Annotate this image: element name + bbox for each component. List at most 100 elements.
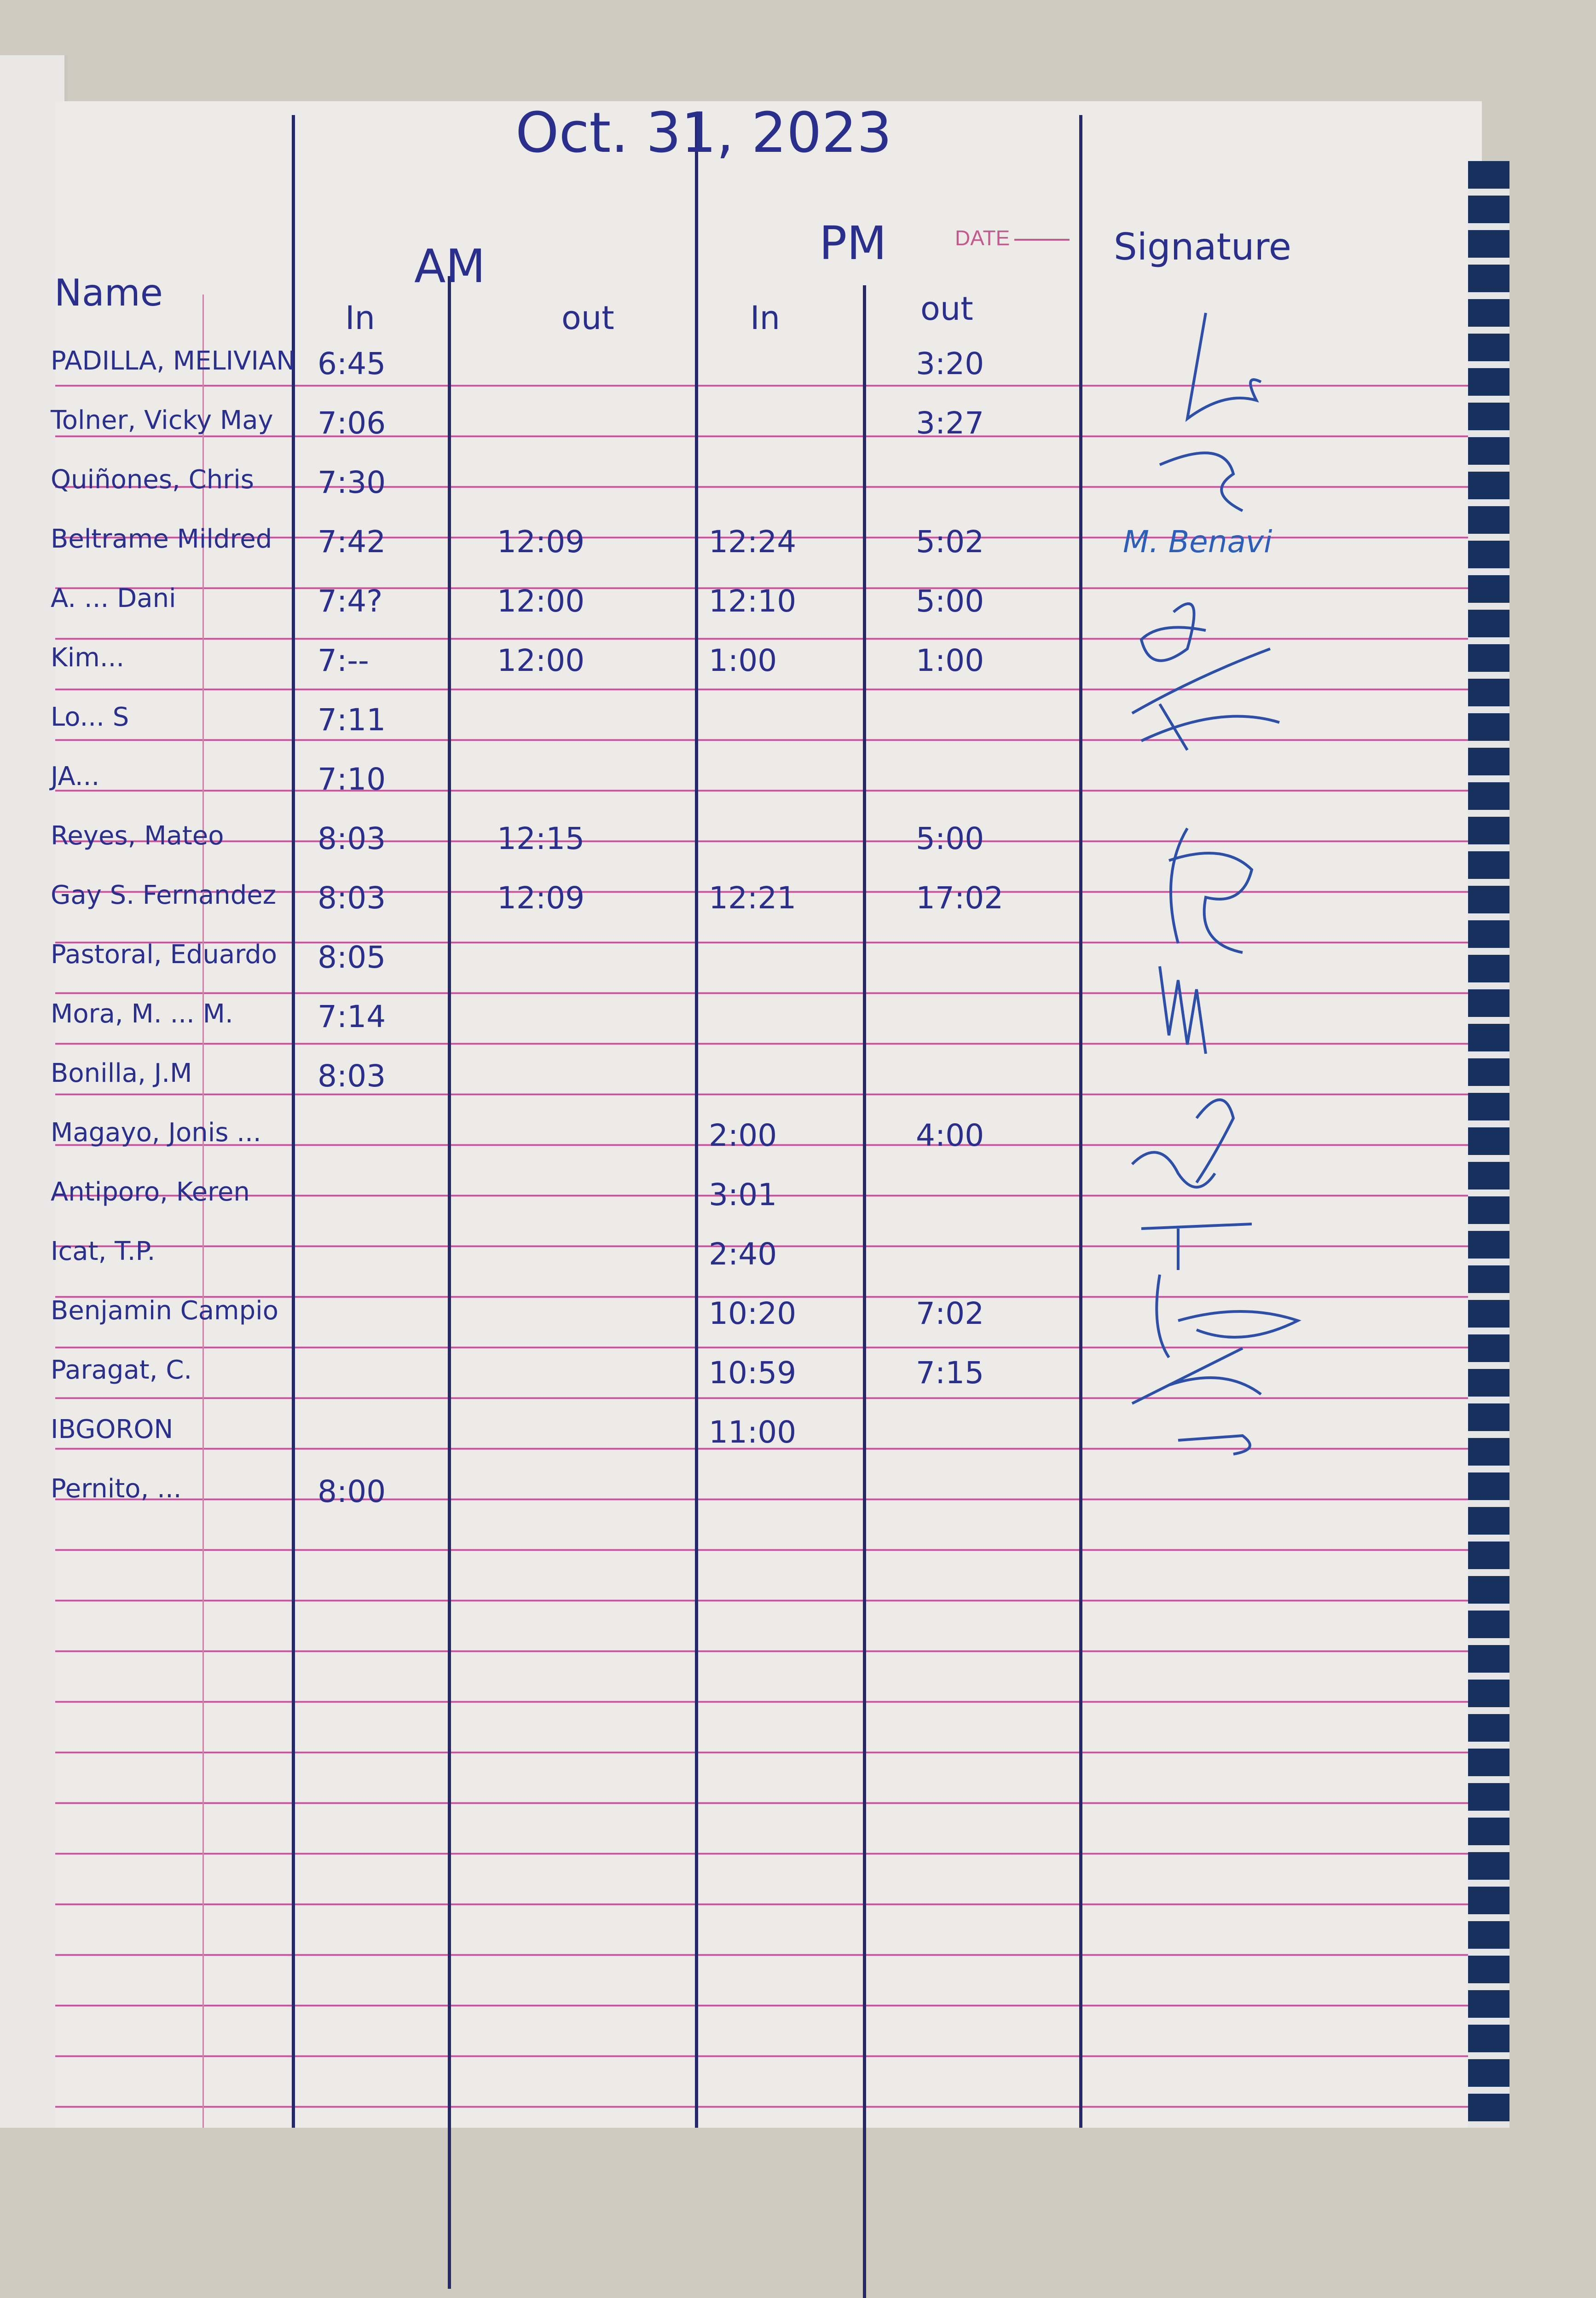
signature-6 [1131,647,1280,751]
pm-out-time: 7:02 [916,1296,984,1331]
signature-9 [1168,827,1254,954]
name-cell: Gay S. Fernandez [51,880,277,910]
table-row: JA... 7:10 [0,762,1473,817]
name-cell: Quiñones, Chris [51,465,254,495]
signature-2 [1159,451,1243,512]
name-cell: Bonilla, J.M [51,1058,192,1088]
table-row: IBGORON 11:00 [0,1415,1473,1470]
am-out-heading: out [561,299,614,337]
pm-out-time: 7:15 [916,1355,984,1391]
table-row: PADILLA, MELIVIAN 6:45 3:20 [0,346,1473,401]
printed-date-label: DATE [955,225,1070,250]
table-row: Benjamin Campio 10:20 7:02 [0,1296,1473,1351]
pm-out-time: 1:00 [916,643,984,678]
column-divider-signature [1079,115,1082,2128]
am-in-time: 6:45 [318,346,386,381]
am-in-time: 7:14 [318,999,386,1034]
signature-4 [1139,602,1206,662]
table-row: Antiporo, Keren 3:01 [0,1177,1473,1232]
pm-in-time: 2:40 [709,1236,777,1272]
name-cell: JA... [51,762,100,791]
am-out-time: 12:09 [497,524,585,560]
column-divider-name [292,115,295,2128]
am-in-time: 8:05 [318,940,386,975]
name-cell: PADILLA, MELIVIAN [51,346,296,376]
signature-text: M. Benavi [1123,524,1272,560]
name-cell: Paragat, C. [51,1355,192,1385]
column-divider-ampm [695,115,698,2128]
pm-in-time: 11:00 [709,1415,797,1450]
table-row: Pastoral, Eduardo 8:05 [0,940,1473,995]
am-out-time: 12:00 [497,643,585,678]
table-row: Quiñones, Chris 7:30 [0,465,1473,520]
column-divider-am [448,276,451,2289]
name-cell: Beltrame Mildred [51,524,272,554]
am-in-time: 7:06 [318,405,386,441]
signature-heading: Signature [1114,225,1291,268]
pm-in-time: 12:21 [709,880,797,916]
name-cell: Kim... [51,643,125,673]
am-in-heading: In [345,299,376,337]
table-row: Mora, M. ... M. 7:14 [0,999,1473,1054]
name-cell: Icat, T.P. [51,1236,156,1266]
name-cell: Benjamin Campio [51,1296,278,1326]
pm-in-time: 2:00 [709,1118,777,1153]
am-in-time: 8:00 [318,1474,386,1509]
table-row: Bonilla, J.M 8:03 [0,1058,1473,1114]
name-cell: Mora, M. ... M. [51,999,233,1029]
pm-out-time: 3:27 [916,405,984,441]
name-cell: Pernito, ... [51,1474,182,1504]
signature-11 [1158,966,1207,1054]
am-in-time: 8:03 [318,821,386,856]
table-row: Lo... S 7:11 [0,702,1473,757]
am-in-time: 7:10 [318,762,386,797]
pm-in-heading: In [750,299,781,337]
table-row: Kim... 7:-- 12:00 1:00 1:00 [0,643,1473,698]
pm-in-time: 10:59 [709,1355,797,1391]
pm-in-time: 10:20 [709,1296,797,1331]
column-divider-pm [863,285,866,2298]
signature-scribbles [1131,312,1301,1455]
table-row: Magayo, Jonis ... 2:00 4:00 [0,1118,1473,1173]
name-heading: Name [54,271,163,314]
signature-16 [1141,1223,1301,1358]
table-row: Reyes, Mateo 8:03 12:15 5:00 [0,821,1473,876]
name-cell: IBGORON [51,1415,173,1444]
table-row: Paragat, C. 10:59 7:15 [0,1355,1473,1410]
am-in-time: 8:03 [318,880,386,916]
name-cell: Magayo, Jonis ... [51,1118,261,1148]
pm-in-time: 1:00 [709,643,777,678]
pm-out-time: 5:02 [916,524,984,560]
table-row: A. ... Dani 7:4? 12:00 12:10 5:00 [0,583,1473,639]
am-in-time: 7:4? [318,583,383,619]
am-in-time: 7:11 [318,702,386,738]
table-row: Gay S. Fernandez 8:03 12:09 12:21 17:02 [0,880,1473,935]
am-out-time: 12:00 [497,583,585,619]
am-in-time: 7:42 [318,524,386,560]
notebook-binding [1468,161,1509,2128]
am-in-time: 7:-- [318,643,369,678]
pm-in-time: 12:24 [709,524,797,560]
am-out-time: 12:15 [497,821,585,856]
pm-heading: PM [819,216,887,270]
am-out-time: 12:09 [497,880,585,916]
pm-out-time: 4:00 [916,1118,984,1153]
am-in-time: 8:03 [318,1058,386,1094]
name-cell: Pastoral, Eduardo [51,940,278,970]
table-row: Tolner, Vicky May 7:06 3:27 [0,405,1473,461]
am-heading: AM [414,239,486,293]
pm-out-heading: out [920,290,973,328]
signature-14 [1131,1098,1235,1189]
pm-out-time: 3:20 [916,346,984,381]
signature-18 [1131,1347,1262,1455]
table-row: Icat, T.P. 2:40 [0,1236,1473,1292]
name-cell: Lo... S [51,702,129,732]
name-cell: A. ... Dani [51,583,176,613]
name-cell: Reyes, Mateo [51,821,224,851]
table-row: Beltrame Mildred 7:42 12:09 12:24 5:02 M. Ben… [0,524,1473,579]
name-cell: Antiporo, Keren [51,1177,250,1207]
pm-out-time: 5:00 [916,821,984,856]
name-cell: Tolner, Vicky May [51,405,273,435]
pm-out-time: 17:02 [916,880,1004,916]
pm-out-time: 5:00 [916,583,984,619]
